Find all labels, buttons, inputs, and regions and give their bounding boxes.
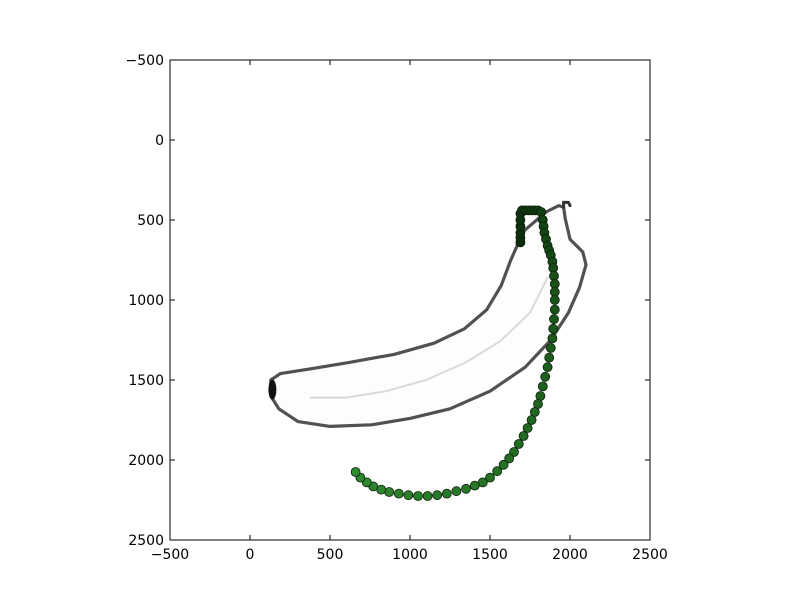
data-point bbox=[549, 271, 559, 281]
data-point bbox=[504, 453, 515, 464]
axis-tick-labels: −500 0 500 1000 1500 2000 2500−500050010001500… bbox=[126, 53, 668, 563]
axis-ticks bbox=[169, 59, 651, 541]
data-point bbox=[542, 362, 553, 373]
data-point bbox=[393, 488, 404, 499]
data-point bbox=[485, 472, 495, 483]
x-tick-label: 2000 bbox=[552, 547, 588, 563]
data-point bbox=[451, 486, 462, 497]
data-point bbox=[513, 439, 524, 449]
banana-blossom-end bbox=[268, 379, 277, 400]
data-point bbox=[469, 480, 480, 491]
data-point bbox=[537, 381, 548, 392]
plot-background bbox=[170, 60, 650, 540]
y-tick-label: 1000 bbox=[128, 293, 164, 309]
banana-drawing bbox=[268, 200, 588, 428]
y-tick-label: −500 bbox=[126, 53, 164, 69]
data-point bbox=[461, 483, 471, 494]
y-tick-label: 2500 bbox=[128, 533, 164, 549]
data-point bbox=[498, 459, 509, 470]
y-tick-label: 0 bbox=[155, 133, 164, 149]
x-tick-label: 1000 bbox=[392, 547, 428, 563]
trajectory-points bbox=[350, 205, 560, 501]
data-point bbox=[518, 431, 529, 441]
data-point bbox=[540, 371, 551, 382]
data-point bbox=[350, 467, 361, 477]
data-point bbox=[536, 207, 547, 217]
data-point bbox=[545, 343, 556, 353]
data-point bbox=[535, 391, 546, 401]
data-point bbox=[549, 314, 559, 325]
x-tick-label: 500 bbox=[317, 547, 344, 563]
data-point bbox=[544, 352, 555, 363]
x-tick-label: −500 bbox=[151, 547, 189, 563]
data-point bbox=[441, 488, 452, 499]
data-point bbox=[526, 415, 537, 425]
data-point bbox=[547, 333, 558, 344]
data-point bbox=[413, 491, 423, 501]
data-point bbox=[384, 487, 395, 497]
banana-stem-tip bbox=[562, 200, 572, 209]
y-tick-label: 1500 bbox=[128, 373, 164, 389]
y-tick-label: 2000 bbox=[128, 453, 164, 469]
data-point bbox=[432, 490, 443, 501]
data-point bbox=[403, 490, 414, 501]
data-point bbox=[522, 423, 533, 433]
plot-area bbox=[170, 60, 650, 540]
data-point bbox=[422, 491, 433, 501]
data-point bbox=[549, 295, 560, 305]
x-tick-label: 1500 bbox=[472, 547, 508, 563]
data-point bbox=[548, 323, 559, 334]
x-tick-label: 2500 bbox=[632, 547, 668, 563]
x-tick-label: 0 bbox=[246, 547, 255, 563]
banana-outline bbox=[269, 204, 588, 428]
data-point bbox=[548, 263, 559, 273]
banana-inner-line bbox=[309, 276, 549, 399]
y-tick-label: 500 bbox=[137, 213, 164, 229]
data-point bbox=[549, 304, 560, 315]
data-point bbox=[492, 466, 503, 477]
